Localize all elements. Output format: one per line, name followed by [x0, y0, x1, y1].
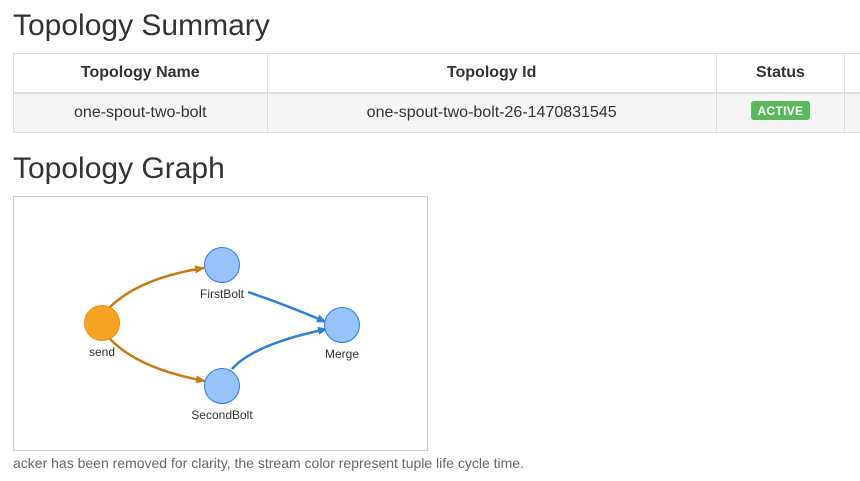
topology-graph-svg: send FirstBolt SecondBolt Merge: [84, 247, 360, 423]
node-firstbolt-label: FirstBolt: [200, 287, 245, 301]
column-header-topology-id[interactable]: Topology Id: [266, 53, 717, 94]
edge-firstbolt-to-merge[interactable]: [247, 290, 327, 324]
topology-summary-heading: Topology Summary: [13, 9, 270, 42]
column-header-status[interactable]: Status: [715, 53, 846, 94]
edge-send-to-secondbolt[interactable]: [109, 338, 206, 384]
graph-caption: acker has been removed for clarity, the …: [13, 455, 524, 471]
topology-graph-heading: Topology Graph: [13, 152, 225, 185]
node-send-label: send: [89, 345, 115, 359]
topology-name-cell: one-spout-two-bolt: [13, 92, 268, 133]
node-send[interactable]: send: [84, 305, 120, 360]
node-merge[interactable]: Merge: [324, 307, 360, 362]
topology-summary-table: Topology Name Topology Id Status one-spo…: [13, 53, 860, 133]
column-header-topology-name[interactable]: Topology Name: [13, 53, 268, 94]
node-firstbolt[interactable]: FirstBolt: [200, 247, 245, 302]
column-header-overflow: [844, 53, 860, 94]
status-cell: ACTIVE: [715, 92, 846, 133]
table-row: one-spout-two-bolt one-spout-two-bolt-26…: [13, 92, 860, 133]
topology-id-cell: one-spout-two-bolt-26-1470831545: [266, 92, 717, 133]
edge-secondbolt-to-merge[interactable]: [231, 326, 328, 370]
node-merge-label: Merge: [325, 347, 359, 361]
status-badge: ACTIVE: [750, 100, 811, 120]
node-secondbolt[interactable]: SecondBolt: [191, 368, 253, 423]
overflow-cell: [844, 92, 860, 133]
node-secondbolt-label: SecondBolt: [191, 408, 253, 422]
table-header-row: Topology Name Topology Id Status: [13, 53, 860, 94]
edge-send-to-firstbolt[interactable]: [108, 265, 205, 309]
topology-graph-canvas[interactable]: send FirstBolt SecondBolt Merge: [13, 196, 428, 451]
